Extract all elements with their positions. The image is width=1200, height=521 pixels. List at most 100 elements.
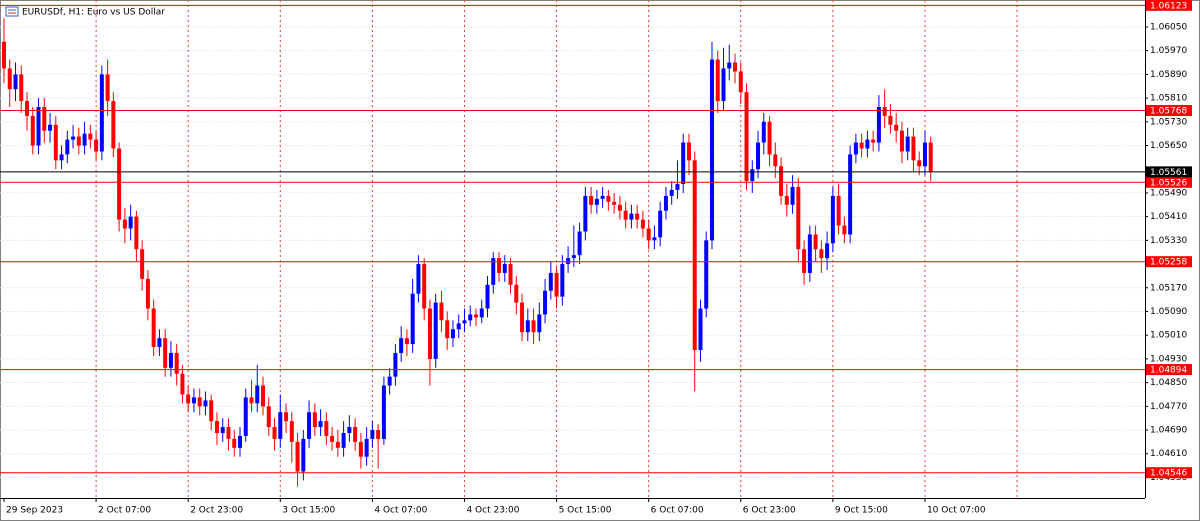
candle-body	[226, 427, 231, 439]
candle-body	[381, 385, 386, 439]
candle-body	[560, 264, 565, 297]
candle-body	[491, 258, 496, 285]
overlay: 1.06123 1.05768 1.05526 1.05258 1.04894 1.045…	[0, 0, 1192, 479]
y-tick-label: 1.05650	[1150, 141, 1187, 151]
candle-body	[65, 139, 70, 155]
candle-body	[842, 225, 847, 235]
candle-body	[479, 308, 484, 318]
candle-body	[433, 302, 438, 359]
y-tick-label: 1.04850	[1150, 378, 1187, 388]
chart-title: EURUSDf, H1: Euro vs US Dollar	[22, 8, 165, 18]
x-tick-label: 2 Oct 23:00	[190, 506, 243, 516]
candle-body	[663, 195, 668, 211]
candle-body	[473, 314, 478, 318]
x-tick-label: 2 Oct 07:00	[98, 506, 151, 516]
symbol-icon	[5, 6, 19, 17]
candle-body	[25, 101, 30, 116]
candle-body	[583, 195, 588, 232]
x-tick-label: 5 Oct 15:00	[559, 506, 612, 516]
candle-body	[266, 406, 271, 428]
candle-body	[335, 441, 340, 448]
x-tick-label: 3 Oct 15:00	[282, 506, 335, 516]
candle-body	[42, 106, 47, 131]
candle-body	[399, 338, 404, 353]
candle-body	[704, 240, 709, 309]
candle-body	[520, 302, 525, 333]
candle-body	[261, 385, 266, 407]
candle-body	[646, 228, 651, 241]
candle-body	[836, 195, 841, 226]
level-label: 1.05768	[1150, 107, 1187, 117]
candle-body	[186, 394, 191, 404]
candle-body	[445, 320, 450, 339]
candle-body	[341, 432, 346, 448]
candle-body	[289, 421, 294, 442]
bid-label: 1.05561	[1150, 168, 1187, 178]
candle-body	[209, 400, 214, 422]
candle-body	[917, 160, 922, 167]
candle-body	[456, 323, 461, 330]
y-tick-label: 1.05890	[1150, 70, 1187, 80]
candle-body	[502, 264, 507, 273]
candle-body	[531, 320, 536, 333]
candle-body	[7, 68, 12, 90]
candle-body	[698, 308, 703, 351]
candle-body	[686, 142, 691, 161]
level-tag	[1146, 256, 1192, 268]
candle-body	[744, 92, 749, 182]
candle-body	[577, 231, 582, 256]
candle-body	[174, 352, 179, 374]
candle-body	[278, 412, 283, 439]
candle-body	[88, 133, 93, 140]
candle-body	[813, 234, 818, 250]
candle-body	[364, 438, 369, 457]
candle-body	[761, 121, 766, 143]
candle-body	[692, 160, 697, 351]
candle-body	[807, 234, 812, 273]
icon-frame	[5, 6, 19, 17]
candle-body	[462, 320, 467, 324]
y-tick-label: 1.05490	[1150, 188, 1187, 198]
candle-body	[796, 187, 801, 250]
candle-body	[485, 284, 490, 309]
candle-body	[784, 195, 789, 205]
candle-body	[151, 308, 156, 348]
candle-body	[94, 139, 99, 152]
candle-body	[295, 441, 300, 472]
level-tag	[1146, 176, 1192, 188]
candle-body	[410, 293, 415, 345]
candle-body	[525, 320, 530, 333]
candle-body	[871, 139, 876, 143]
bid-tag	[1146, 166, 1192, 178]
candle-body	[594, 198, 599, 205]
level-label: 1.05526	[1150, 178, 1187, 188]
candle-body	[19, 74, 24, 102]
candle-body	[243, 397, 248, 436]
candle-body	[882, 106, 887, 116]
x-tick-label: 29 Sep 2023	[6, 506, 63, 516]
candle-body	[894, 124, 899, 131]
candle-body	[888, 115, 893, 125]
candle-body	[876, 106, 881, 143]
candle-body	[122, 219, 127, 229]
candle-body	[911, 136, 916, 161]
candle-body	[13, 74, 18, 90]
candle-body	[180, 373, 185, 395]
level-tag	[1146, 105, 1192, 117]
level-label: 1.04546	[1150, 469, 1187, 479]
candle-body	[53, 124, 58, 161]
candle-body	[301, 438, 306, 472]
candle-body	[727, 62, 732, 69]
candle-body	[214, 421, 219, 433]
candle-body	[76, 136, 81, 146]
candle-body	[767, 121, 772, 155]
y-tick-label: 1.04690	[1150, 426, 1187, 436]
y-tick-label: 1.04930	[1150, 354, 1187, 364]
level-tag	[1146, 0, 1192, 11]
candle-body	[140, 249, 145, 279]
candle-body	[450, 329, 455, 339]
y-tick-label: 1.05010	[1150, 331, 1187, 341]
candle-body	[554, 272, 559, 297]
candle-body	[825, 243, 830, 259]
candle-body	[404, 338, 409, 345]
